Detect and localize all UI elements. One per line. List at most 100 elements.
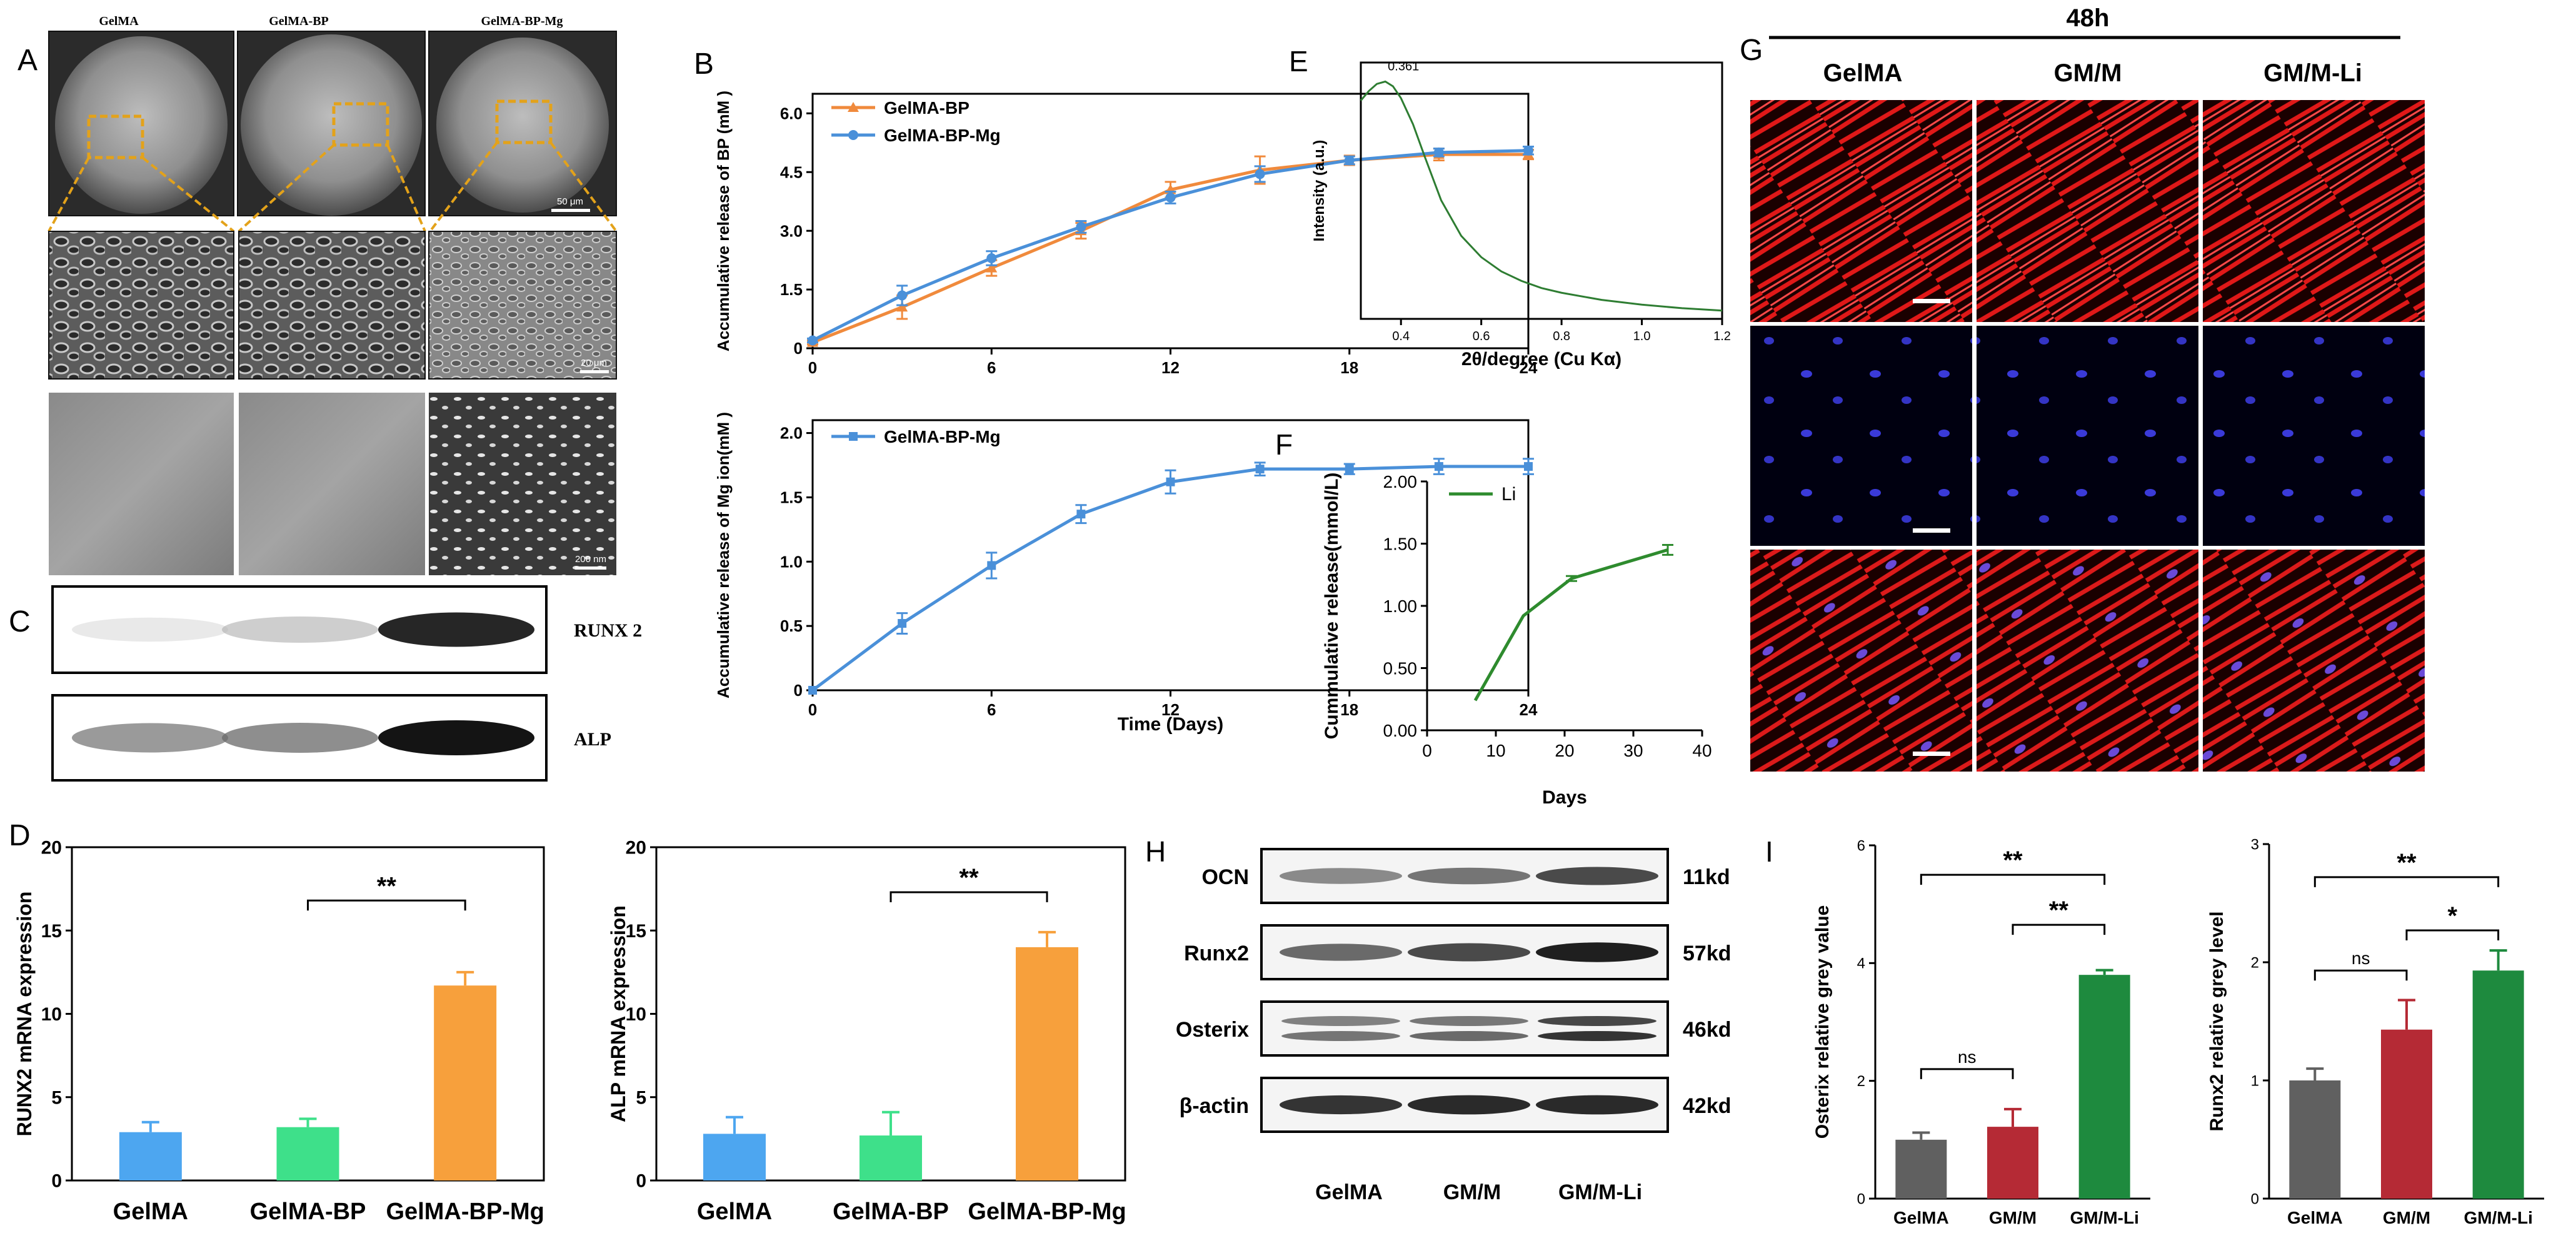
- chart-D2-cat-0: GelMA: [697, 1199, 772, 1225]
- chart-B1-ylabel: Accumulative release of BP (mM ): [714, 91, 733, 351]
- band-c-1-0: [72, 723, 228, 753]
- chart-I2-sig-label-0: ns: [2352, 949, 2370, 968]
- chart-I1-ytick-label-3: 6: [1857, 837, 1865, 854]
- chart-E-ylabel: Intensity (a.u.): [1311, 140, 1328, 242]
- time-label: 48h: [2067, 4, 2110, 32]
- blot-h-size-0: 11kd: [1683, 865, 1730, 889]
- blot-h-lane-gelma: GelMA: [1315, 1180, 1383, 1204]
- chart-I1-sig-label-1: **: [2049, 897, 2069, 924]
- chart-B2-ytick-label-3: 1.5: [780, 488, 803, 507]
- chart-F-xtick-label-2: 20: [1555, 741, 1574, 760]
- chart-D2-bar-2: [1016, 947, 1078, 1180]
- scale-bar-20um: [580, 370, 609, 373]
- chart-B1-xtick-label-4: 24: [1520, 358, 1538, 377]
- blot-c-bands: [72, 612, 534, 755]
- blot-h-name-0: OCN: [1201, 865, 1249, 889]
- chart-B1-ytick-label-1: 1.5: [780, 280, 803, 299]
- chart-I1-cat-2: GM/M-Li: [2070, 1208, 2138, 1227]
- chart-F: 0.00 0.50 1.00 1.50 2.00 0 10 20 30 40 Cummulative…: [1321, 472, 1712, 808]
- blot-h-band-3-1: [1408, 1095, 1530, 1115]
- chart-I2-ytick-label-3: 3: [2251, 836, 2259, 853]
- blot-label-alp: ALP: [574, 729, 611, 750]
- blot-h-size-1: 57kd: [1683, 942, 1732, 965]
- chart-I2-ylabel: Runx2 relative grey level: [2207, 912, 2227, 1132]
- sem-zoom-gelma-bp-mg: [428, 231, 617, 380]
- sem-surface-gelma-bp: [239, 393, 425, 575]
- fluor-nuclei-gmm: [1977, 326, 2198, 546]
- chart-I2-bar-2: [2472, 970, 2524, 1199]
- chart-F-ytick-label-2: 1.00: [1383, 596, 1418, 616]
- blot-label-runx2: RUNX 2: [574, 620, 642, 641]
- chart-F-ytick-label-1: 0.50: [1383, 658, 1418, 678]
- chart-B2-ytick-label-1: 0.5: [780, 616, 803, 635]
- blot-h-band-2-2-a: [1538, 1016, 1656, 1026]
- panel-label-G: G: [1740, 34, 1763, 67]
- column-label-gmm-li: GM/M-Li: [2263, 59, 2362, 87]
- chart-B1-xtick-label-2: 12: [1161, 358, 1180, 377]
- chart-B2-frame: [811, 419, 1530, 692]
- chart-D1: 0 5 10 15 20 RUNX2 mRNA expression GelMA GelMA-…: [13, 838, 545, 1225]
- chart-B1-point-1-0: [808, 335, 818, 346]
- fluor-scale-bar-3: [1913, 752, 1950, 756]
- zoom-box-gelma-bp: [332, 102, 389, 147]
- chart-I2-cat-1: GM/M: [2383, 1208, 2430, 1227]
- fluor-actin-gmm-li: [2203, 100, 2425, 322]
- chart-I2: 0 1 2 3 Runx2 relative grey level GelMA GM/M GM…: [2207, 836, 2544, 1227]
- chart-I2-ytick-label-1: 1: [2251, 1072, 2259, 1089]
- chart-I2-cat-2: GM/M-Li: [2463, 1208, 2532, 1227]
- blot-h-band-2-0-a: [1281, 1016, 1400, 1026]
- chart-I1-cat-0: GelMA: [1893, 1208, 1949, 1227]
- column-label-gmm: GM/M: [2054, 59, 2122, 87]
- chart-B1-point-0-2: [986, 262, 998, 273]
- panel-a-sem: GelMA GelMA-BP GelMA-BP-Mg 50 μm 20 μm 2…: [48, 14, 618, 575]
- chart-I1-sig-label-2: **: [2003, 847, 2023, 874]
- chart-B2-ytick-label-0: 0: [794, 681, 803, 700]
- scale-bar-50um: [551, 209, 590, 212]
- chart-D2-ytick-label-3: 15: [626, 921, 646, 942]
- chart-B1-point-1-1: [897, 290, 908, 301]
- chart-F-xtick-label-0: 0: [1422, 741, 1432, 760]
- chart-B2-point-0-6: [1345, 465, 1354, 474]
- blot-h-name-3: β-actin: [1180, 1094, 1249, 1118]
- band-c-0-1: [222, 616, 378, 643]
- chart-B1-legend-marker-1: [848, 130, 858, 140]
- chart-B1-ytick-label-2: 3.0: [780, 221, 803, 240]
- chart-B2-point-0-5: [1255, 465, 1265, 474]
- chart-D1-ytick-label-0: 0: [51, 1171, 62, 1192]
- fluor-nuclei-gelma: [1750, 326, 1972, 546]
- sem-surface-gelma: [49, 393, 234, 575]
- chart-B1-point-1-8: [1523, 145, 1533, 156]
- fluor-actin-gelma: [1750, 100, 1972, 322]
- chart-I1-ytick-label-1: 2: [1857, 1073, 1865, 1090]
- blot-h-band-0-1: [1408, 867, 1530, 885]
- chart-D2-ylabel: ALP mRNA expression: [607, 905, 629, 1122]
- chart-F-ylabel: Cummulative release(mmol/L): [1321, 473, 1342, 740]
- chart-B1-ytick-label-3: 4.5: [780, 163, 803, 181]
- chart-I1-bar-2: [2078, 975, 2130, 1199]
- zoom-lines: [48, 141, 618, 233]
- sem-zoom-gelma: [48, 231, 234, 380]
- chart-B1-point-1-6: [1344, 155, 1355, 166]
- chart-F-ytick-label-0: 0.00: [1383, 721, 1418, 740]
- chart-F-ytick-label-4: 2.00: [1383, 472, 1418, 491]
- chart-B2-line-0: [811, 465, 1528, 692]
- chart-I1-sig-bracket-2: [1920, 873, 2106, 885]
- chart-I1-cat-1: GM/M: [1989, 1208, 2037, 1227]
- panel-label-F: F: [1275, 428, 1293, 461]
- blot-h-band-0-0: [1280, 868, 1402, 884]
- panel-c-western: RUNX 2 ALP: [51, 585, 642, 782]
- scale-label-20um: 20 μm: [581, 358, 607, 368]
- chart-I2-sig-bracket-0: [2313, 969, 2408, 981]
- chart-D1-sig-bracket-0: [307, 899, 466, 911]
- chart-I1: 0 2 4 6 Osterix relative grey value GelMA GM/M…: [1812, 837, 2150, 1227]
- chart-D1-bar-2: [434, 985, 497, 1180]
- sem-zoom-gelma-bp: [238, 231, 426, 380]
- chart-I1-ylabel: Osterix relative grey value: [1812, 905, 1833, 1139]
- chart-I2-ytick-label-2: 2: [2251, 954, 2259, 971]
- chart-B1-xtick-label-0: 0: [808, 358, 817, 377]
- band-c-1-1: [222, 723, 378, 753]
- fluor-scale-bar-2: [1913, 528, 1950, 533]
- blot-h-band-1-0: [1280, 944, 1402, 961]
- chart-E-xtick-label-1: 0.6: [1473, 330, 1490, 343]
